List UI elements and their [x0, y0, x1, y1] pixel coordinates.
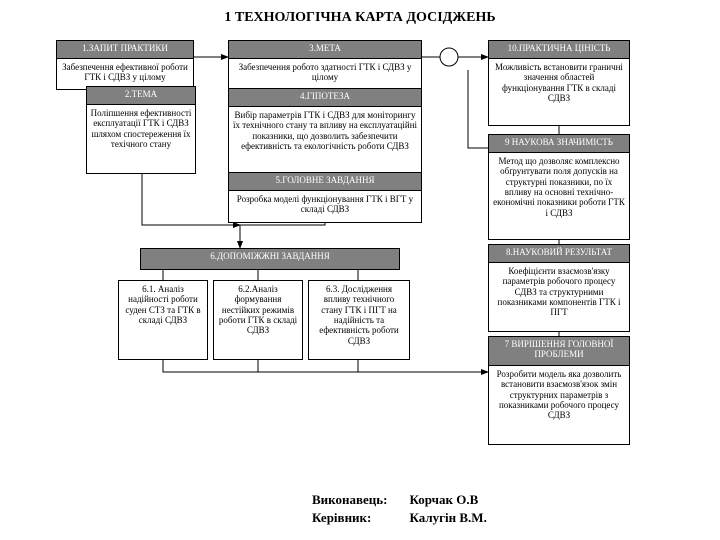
node-b7-header: 7 ВИРІШЕННЯ ГОЛОВНОЇ ПРОБЛЕМИ: [489, 337, 629, 365]
node-b10-body: Можливість встановити граничні значення …: [489, 58, 629, 125]
node-b1-body: Забезпечення ефективної роботи ГТК і СДВ…: [57, 58, 193, 89]
node-b62: 6.2.Аналіз формування нестійких режимів …: [213, 280, 303, 360]
footer: Виконавець: Корчак О.В Керівник: Калугін…: [310, 490, 509, 528]
supervisor-label: Керівник:: [312, 510, 407, 526]
node-b10: 10.ПРАКТИЧНА ЦІНІСТЬМожливість встановит…: [488, 40, 630, 126]
node-b61-body: 6.1. Аналіз надійності роботи суден СТЗ …: [119, 281, 207, 359]
node-b3: 3.МЕТАЗабезпечення робото здатності ГТК …: [228, 40, 422, 90]
node-b9-body: Метод що дозволяє комплексно обґрунтуват…: [489, 152, 629, 239]
node-b6: 6.ДОПОМІЖЖНІ ЗАВДАННЯ: [140, 248, 400, 270]
node-b4-header: 4.ГІПОТЕЗА: [229, 89, 421, 106]
node-b8-body: Коефіцієнти взаємозв'язку параметрів роб…: [489, 262, 629, 331]
node-b9: 9 НАУКОВА ЗНАЧИМІСТЬМетод що дозволяє ко…: [488, 134, 630, 240]
performer-name: Корчак О.В: [409, 492, 506, 508]
node-b3-body: Забезпечення робото здатності ГТК і СДВЗ…: [229, 58, 421, 89]
node-b8: 8.НАУКОВИЙ РЕЗУЛЬТАТКоефіцієнти взаємозв…: [488, 244, 630, 332]
node-b1: 1.ЗАПИТ ПРАКТИКИЗабезпечення ефективної …: [56, 40, 194, 90]
node-b2-body: Поліпшення ефективності експлуатації ГТК…: [87, 104, 195, 173]
node-b63: 6.3. Дослідження впливу технічного стану…: [308, 280, 410, 360]
node-b7-body: Розробити модель яка дозволить встановит…: [489, 365, 629, 444]
node-b4: 4.ГІПОТЕЗАВибір параметрів ГТК і СДВЗ дл…: [228, 88, 422, 174]
node-b2: 2.ТЕМАПоліпшення ефективності експлуатац…: [86, 86, 196, 174]
node-b1-header: 1.ЗАПИТ ПРАКТИКИ: [57, 41, 193, 58]
node-b63-body: 6.3. Дослідження впливу технічного стану…: [309, 281, 409, 359]
node-b61: 6.1. Аналіз надійності роботи суден СТЗ …: [118, 280, 208, 360]
page-title: 1 ТЕХНОЛОГІЧНА КАРТА ДОСІДЖЕНЬ: [0, 10, 720, 26]
node-b5-body: Розробка моделі функціонування ГТК і ВГТ…: [229, 190, 421, 222]
node-b10-header: 10.ПРАКТИЧНА ЦІНІСТЬ: [489, 41, 629, 58]
node-b3-header: 3.МЕТА: [229, 41, 421, 58]
node-b62-body: 6.2.Аналіз формування нестійких режимів …: [214, 281, 302, 359]
node-b9-header: 9 НАУКОВА ЗНАЧИМІСТЬ: [489, 135, 629, 152]
node-b5-header: 5.ГОЛОВНЕ ЗАВДАННЯ: [229, 173, 421, 190]
node-b5: 5.ГОЛОВНЕ ЗАВДАННЯРозробка моделі функці…: [228, 172, 422, 223]
performer-label: Виконавець:: [312, 492, 407, 508]
supervisor-name: Калугін В.М.: [409, 510, 506, 526]
node-b6-header: 6.ДОПОМІЖЖНІ ЗАВДАННЯ: [141, 249, 399, 269]
node-b4-body: Вибір параметрів ГТК і СДВЗ для монітори…: [229, 106, 421, 173]
node-b7: 7 ВИРІШЕННЯ ГОЛОВНОЇ ПРОБЛЕМИРозробити м…: [488, 336, 630, 445]
node-b2-header: 2.ТЕМА: [87, 87, 195, 104]
node-b8-header: 8.НАУКОВИЙ РЕЗУЛЬТАТ: [489, 245, 629, 262]
